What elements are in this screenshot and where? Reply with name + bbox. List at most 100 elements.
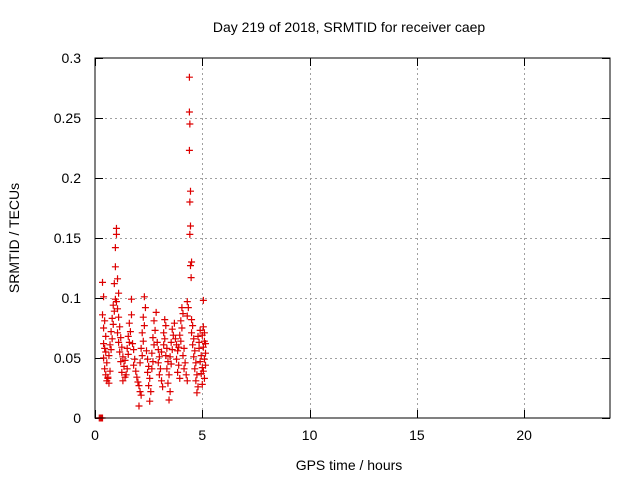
data-point — [166, 353, 174, 361]
data-point — [139, 313, 147, 321]
data-point — [163, 365, 171, 373]
data-point — [200, 374, 208, 382]
data-point — [160, 329, 168, 337]
data-point — [149, 334, 157, 342]
data-point — [183, 298, 191, 306]
data-point — [109, 320, 117, 328]
data-point — [185, 108, 193, 116]
data-point — [106, 367, 114, 375]
data-point — [194, 332, 202, 340]
x-tick-label: 20 — [516, 427, 532, 443]
data-point — [202, 349, 210, 357]
data-point — [202, 340, 210, 348]
data-point — [108, 335, 116, 343]
data-point — [145, 382, 153, 390]
data-point — [196, 326, 204, 334]
data-point — [188, 329, 196, 337]
data-point — [165, 396, 173, 404]
data-point — [101, 317, 109, 325]
data-point — [191, 347, 199, 355]
data-point — [141, 304, 149, 312]
data-point — [105, 379, 113, 387]
data-point — [106, 341, 114, 349]
data-point — [119, 353, 127, 361]
data-point — [186, 120, 194, 128]
data-point — [155, 371, 163, 379]
data-point — [183, 377, 191, 385]
data-point — [146, 374, 154, 382]
data-point — [100, 293, 108, 301]
data-point — [165, 371, 173, 379]
data-point — [143, 347, 150, 355]
data-point — [186, 262, 194, 270]
data-point — [158, 348, 166, 356]
data-point — [144, 368, 152, 376]
data-point — [199, 367, 207, 375]
data-point — [183, 312, 191, 320]
data-point — [148, 365, 156, 373]
data-point — [123, 344, 131, 352]
data-point — [140, 322, 148, 330]
data-point — [189, 322, 197, 330]
data-point — [117, 334, 125, 342]
data-point — [137, 344, 145, 352]
data-point — [176, 331, 184, 339]
data-point — [162, 352, 170, 360]
y-tick-label: 0.25 — [54, 110, 81, 126]
data-point — [116, 323, 124, 331]
data-point — [127, 295, 135, 303]
data-point — [132, 367, 140, 375]
data-point — [193, 389, 201, 397]
data-point — [105, 352, 113, 360]
x-axis-label: GPS time / hours — [296, 457, 403, 473]
x-tick-label: 5 — [198, 427, 206, 443]
data-point — [103, 359, 111, 367]
data-point — [114, 305, 122, 313]
data-point — [146, 397, 154, 405]
data-point — [123, 365, 131, 373]
data-point — [122, 371, 130, 379]
y-tick-label: 0.1 — [62, 290, 82, 306]
y-tick-label: 0.15 — [54, 230, 81, 246]
data-point — [139, 337, 147, 345]
data-point — [140, 293, 148, 301]
data-point — [181, 359, 189, 367]
data-point — [102, 332, 110, 340]
data-point — [107, 328, 115, 336]
y-axis-label: SRMTID / TECUs — [6, 183, 22, 293]
y-tick-label: 0.3 — [62, 50, 82, 66]
data-point — [169, 331, 177, 339]
data-point — [185, 146, 193, 154]
data-point — [184, 304, 192, 312]
data-point — [200, 329, 208, 337]
data-point — [191, 365, 199, 373]
data-point — [108, 314, 116, 322]
data-point — [147, 388, 155, 396]
data-point — [171, 335, 179, 343]
data-point — [155, 353, 163, 361]
data-point — [161, 316, 169, 324]
data-point — [101, 365, 109, 373]
data-point — [175, 361, 183, 369]
data-point — [99, 311, 107, 319]
data-point — [115, 289, 123, 297]
data-point — [117, 358, 125, 366]
data-point — [188, 316, 196, 324]
tick-labels: 0 5 10 15 20 0 0.05 0.1 0.15 0.2 0.25 0.3 — [54, 50, 532, 443]
data-point — [168, 346, 176, 354]
data-point — [150, 317, 158, 325]
data-point — [177, 337, 185, 345]
data-point — [111, 244, 119, 252]
data-point — [167, 360, 175, 368]
data-point — [156, 365, 164, 373]
data-point — [198, 380, 206, 388]
data-point — [111, 263, 119, 271]
data-point — [180, 365, 188, 373]
data-point — [152, 308, 160, 316]
data-point — [186, 198, 194, 206]
data-point — [199, 343, 207, 351]
data-point — [199, 323, 207, 331]
x-tick-label: 15 — [409, 427, 425, 443]
data-point — [192, 359, 200, 367]
